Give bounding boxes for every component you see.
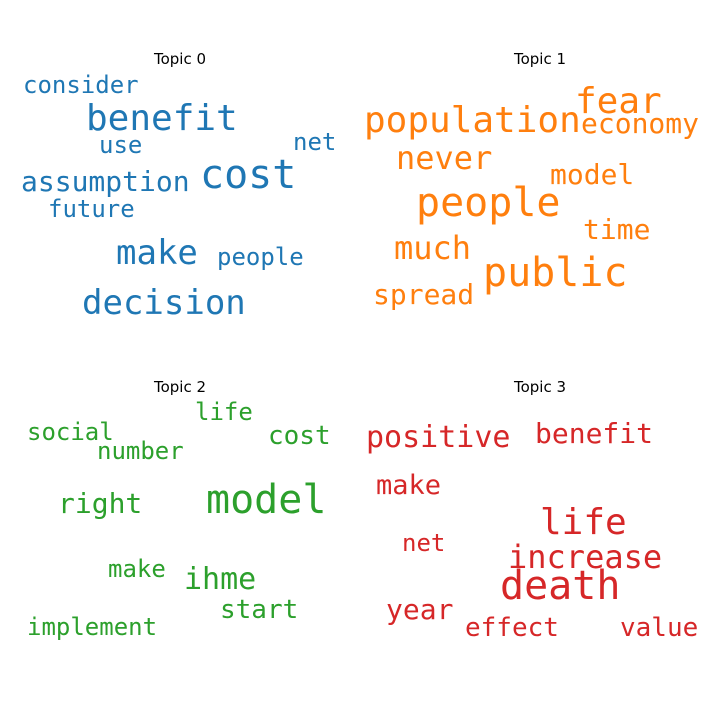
word-effect: effect	[465, 613, 559, 644]
word-consider: consider	[23, 70, 139, 99]
word-death: death	[500, 563, 621, 609]
word-people: people	[416, 180, 561, 226]
word-number: number	[97, 436, 184, 465]
word-population: population	[364, 100, 581, 142]
word-make: make	[376, 470, 442, 502]
word-economy: economy	[581, 106, 700, 140]
word-use: use	[99, 130, 143, 159]
word-decision: decision	[82, 282, 246, 323]
word-year: year	[386, 592, 454, 626]
word-spread: spread	[373, 277, 475, 311]
topic-panel-3: Topic 3 death life increase positive benefit…	[360, 328, 720, 688]
word-people: people	[217, 242, 304, 271]
word-future: future	[48, 194, 135, 223]
word-time: time	[583, 212, 651, 246]
word-implement: implement	[27, 612, 158, 641]
word-benefit: benefit	[535, 416, 654, 450]
word-value: value	[620, 613, 699, 644]
word-much: much	[394, 229, 472, 268]
word-make: make	[108, 554, 166, 583]
word-positive: positive	[366, 420, 511, 455]
word-never: never	[396, 139, 493, 178]
word-social: social	[27, 417, 114, 446]
word-net: net	[402, 528, 446, 557]
word-benefit: benefit	[86, 98, 238, 140]
word-model: model	[550, 157, 635, 191]
topic-panel-0: Topic 0 cost benefit decision make assumptio…	[0, 0, 360, 360]
topic-title: Topic 3	[513, 378, 567, 396]
word-ihme: ihme	[184, 562, 257, 597]
word-make: make	[116, 232, 198, 273]
word-public: public	[483, 250, 628, 296]
topic-title: Topic 2	[153, 378, 207, 396]
word-life: life	[540, 502, 627, 544]
word-assumption: assumption	[21, 164, 190, 198]
topic-panel-1: Topic 1 people public population fear never m…	[360, 0, 720, 360]
word-fear: fear	[575, 81, 662, 123]
word-cost: cost	[200, 152, 297, 198]
topic-title: Topic 1	[513, 50, 567, 68]
topic-title: Topic 0	[153, 50, 207, 68]
word-net: net	[293, 127, 337, 156]
word-cost: cost	[268, 421, 331, 452]
word-right: right	[58, 486, 143, 520]
word-start: start	[220, 595, 299, 626]
topic-panel-2: Topic 2 model ihme right cost start social num…	[0, 328, 360, 688]
word-life: life	[195, 397, 253, 426]
word-increase: increase	[508, 538, 663, 577]
word-model: model	[206, 477, 327, 523]
